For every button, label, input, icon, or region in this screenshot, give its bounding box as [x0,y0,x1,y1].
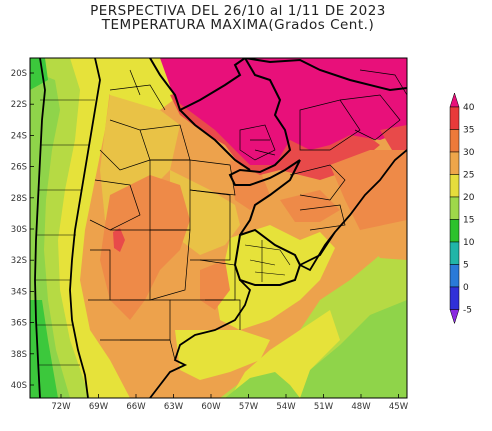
bolivia-depts [109,69,166,111]
border-arg-bra [239,159,301,236]
map-title: PERSPECTIVA DEL 26/10 al 1/11 DE 2023 [90,3,386,19]
province-chaco [139,124,191,161]
border-bolivia [149,58,246,112]
colorbar-label: 30 [463,148,475,158]
field-brazil-south-orange [280,190,340,222]
field-central-orange [100,175,190,320]
brazil-state-ms [299,99,361,151]
map-subtitle: TEMPERATURA MAXIMA(Grados Cent.) [101,17,375,33]
temperature-fields [30,58,407,398]
field-coast-yellow [230,310,340,398]
paraguay-depts-inner [250,139,276,156]
x-tick-label: 45W [389,402,409,412]
border-paraguay [228,58,301,186]
province-cordoba [149,229,191,301]
y-tick-label: 38S [11,350,27,360]
colorbar-segment [449,219,460,243]
border-par-arg [179,109,251,171]
political-borders [34,58,407,398]
x-tick-label: 51W [314,402,334,412]
longitude-axis: 72W 69W 66W 63W 60W 57W 54W 51W 48W 45W [51,394,409,412]
colorbar-label: 5 [463,261,469,271]
coast-brazil-south [299,149,407,266]
paraguay-depts [239,124,276,161]
y-tick-label: 36S [11,319,27,329]
colorbar-segment [449,174,460,198]
coast-argentina [149,279,252,398]
colorbar-segment [449,241,460,265]
colorbar-segment [449,196,460,220]
y-tick-label: 34S [11,287,27,297]
x-tick-label: 60W [201,402,221,412]
field-east-red [380,125,407,155]
province-sanjuan [88,249,111,301]
brazil-state-sc [299,204,346,231]
colorbar-segment [449,286,460,310]
colorbar-segment [449,106,460,130]
border-uruguay [233,228,302,286]
field-brazil-east-orange [330,150,407,240]
field-brazil-coast [360,220,407,260]
latitude-axis: 20S 22S 24S 26S 28S 30S 32S 34S 36S 38S 40S [11,69,34,391]
y-tick-label: 24S [11,131,27,141]
colorbar-label: 20 [463,193,475,203]
y-tick-label: 40S [11,381,27,391]
x-tick-label: 66W [126,402,146,412]
colorbar-label: 35 [463,126,474,136]
province-corrientes [189,159,236,196]
colorbar-label: 25 [463,171,474,181]
map-frame [29,57,408,399]
brazil-state-mg [359,69,407,96]
field-hotspot-red [113,228,125,252]
x-tick-label: 57W [239,402,259,412]
colorbar-segment [449,264,460,288]
colorbar-label: 15 [463,216,474,226]
field-buenos-aires-south [175,330,270,380]
field-entrerios-orange [200,260,230,310]
x-tick-label: 69W [89,402,109,412]
y-tick-label: 22S [11,100,27,110]
field-ocean-se [300,300,407,398]
field-north-magenta [160,58,407,165]
colorbar-label: 40 [463,103,475,113]
border-north-east [244,58,407,92]
y-tick-label: 32S [11,256,27,266]
province-catamarca [89,179,141,231]
y-tick-label: 20S [11,69,27,79]
field-patagonia-green [225,372,300,398]
colorbar-label: 10 [463,238,475,248]
x-tick-label: 54W [276,402,296,412]
lagoa-dos-patos [299,231,336,272]
colorbar-segment [449,151,460,175]
province-rionegro [100,339,176,361]
brazil-state-pr [289,164,346,201]
uruguay-depts [244,240,291,282]
colorbar-label: 0 [463,283,469,293]
colorbar-top-arrow [449,92,460,108]
x-tick-label: 72W [51,402,71,412]
colorbar-bottom-arrow [449,309,460,325]
x-tick-label: 48W [351,402,371,412]
province-bsas [170,299,241,330]
x-tick-label: 63W [164,402,184,412]
brazil-state-sp [339,94,401,141]
colorbar-segment [449,129,460,153]
chile-regions [35,99,95,366]
coast-chile [34,58,46,398]
field-litoral-light [170,170,240,255]
colorbar-label: -5 [463,306,472,316]
y-tick-label: 28S [11,194,27,204]
colorbar: 40 35 30 25 20 15 10 5 0 -5 [449,92,475,325]
y-tick-label: 30S [11,225,27,235]
border-arg-chile [69,58,101,398]
y-tick-label: 26S [11,163,27,173]
